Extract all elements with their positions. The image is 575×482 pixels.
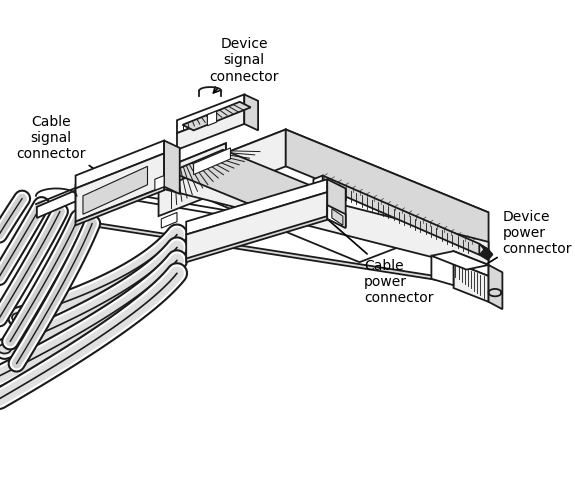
Polygon shape (332, 209, 343, 225)
Polygon shape (155, 175, 164, 190)
Polygon shape (431, 251, 489, 269)
Polygon shape (182, 102, 251, 131)
Polygon shape (208, 111, 217, 126)
Polygon shape (186, 216, 327, 262)
Polygon shape (327, 179, 346, 227)
Polygon shape (75, 141, 164, 188)
Ellipse shape (0, 344, 11, 353)
Ellipse shape (12, 313, 25, 322)
Polygon shape (171, 150, 313, 209)
Polygon shape (323, 175, 480, 255)
Polygon shape (454, 251, 489, 276)
Polygon shape (75, 187, 164, 225)
Polygon shape (164, 141, 180, 194)
Polygon shape (313, 175, 323, 190)
Polygon shape (162, 159, 489, 271)
Polygon shape (286, 130, 489, 249)
Polygon shape (37, 190, 75, 218)
Polygon shape (177, 107, 244, 150)
Polygon shape (83, 166, 148, 214)
Polygon shape (164, 143, 226, 187)
Polygon shape (159, 130, 286, 216)
Polygon shape (75, 159, 162, 220)
Text: Cable
power
connector: Cable power connector (317, 210, 434, 305)
Text: Device
power
connector: Device power connector (474, 210, 572, 272)
Polygon shape (489, 265, 503, 309)
Polygon shape (75, 185, 489, 260)
Polygon shape (431, 256, 454, 285)
Text: Device
signal
connector: Device signal connector (209, 37, 279, 93)
Polygon shape (327, 205, 346, 228)
Polygon shape (186, 179, 327, 235)
Polygon shape (454, 262, 489, 302)
Polygon shape (244, 94, 258, 131)
Polygon shape (159, 130, 489, 262)
Polygon shape (186, 192, 327, 260)
Polygon shape (75, 153, 164, 222)
Polygon shape (75, 220, 489, 288)
Polygon shape (162, 213, 177, 228)
Polygon shape (164, 143, 226, 179)
Polygon shape (194, 148, 231, 174)
Text: Cable
signal
connector: Cable signal connector (16, 115, 99, 173)
Polygon shape (177, 94, 244, 133)
